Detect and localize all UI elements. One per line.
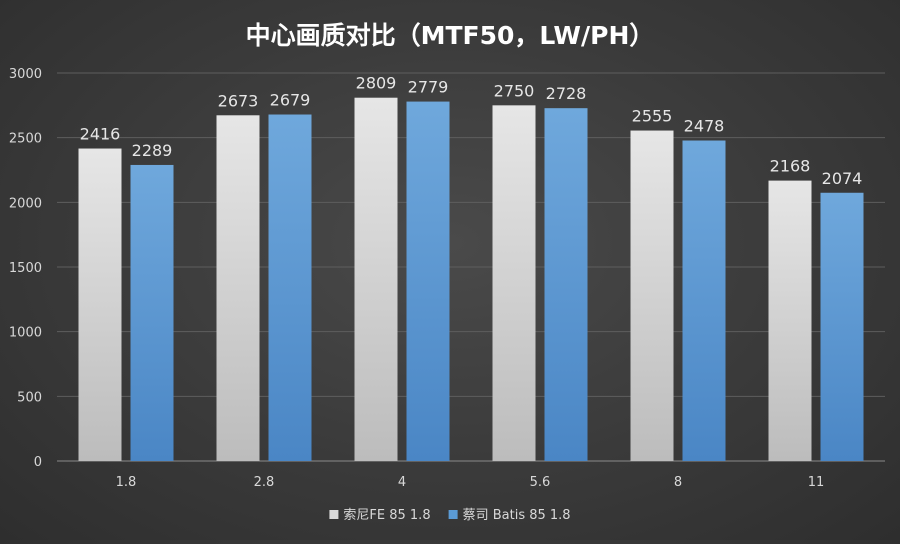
data-label: 2168 <box>770 157 811 176</box>
legend: 索尼FE 85 1.8 蔡司 Batis 85 1.8 <box>329 508 571 523</box>
data-label: 2478 <box>684 117 725 136</box>
y-tick-label: 0 <box>34 455 42 470</box>
bar-sony <box>216 115 260 462</box>
y-tick-label: 2000 <box>9 196 42 211</box>
bar-zeiss <box>130 164 174 461</box>
data-label: 2416 <box>80 125 121 144</box>
y-tick-label: 3000 <box>9 67 42 82</box>
data-label: 2555 <box>632 107 673 126</box>
bar-zeiss <box>268 114 312 462</box>
y-tick-label: 1000 <box>9 326 42 341</box>
y-tick-label: 2500 <box>9 132 42 147</box>
legend-label: 索尼FE 85 1.8 <box>343 508 430 523</box>
legend-label: 蔡司 Batis 85 1.8 <box>463 508 571 523</box>
y-tick-label: 1500 <box>9 261 42 276</box>
data-label: 2679 <box>270 91 311 110</box>
data-labels: 2416 2289 2673 2679 2809 2779 2750 2728 2555 2478… <box>80 74 863 188</box>
bar-sony <box>768 180 812 461</box>
x-tick-label: 11 <box>808 475 825 490</box>
x-tick-label: 2.8 <box>254 475 275 490</box>
x-tick-label: 1.8 <box>116 475 137 490</box>
chart-title: 中心画质对比（MTF50，LW/PH） <box>246 21 655 50</box>
bar-sony <box>630 130 674 461</box>
gridlines <box>57 72 885 462</box>
bar-zeiss <box>682 140 726 461</box>
bar-sony <box>354 97 398 461</box>
data-label: 2809 <box>356 74 397 93</box>
bar-zeiss <box>406 101 450 461</box>
bar-sony <box>78 148 122 461</box>
data-label: 2074 <box>822 169 863 188</box>
x-tick-label: 8 <box>674 475 682 490</box>
legend-item: 索尼FE 85 1.8 <box>329 508 431 523</box>
x-axis-ticks: 1.8 2.8 4 5.6 8 11 <box>116 475 825 490</box>
data-label: 2289 <box>132 141 173 160</box>
y-axis-ticks: 0 500 1000 1500 2000 2500 3000 <box>9 67 42 470</box>
y-tick-label: 500 <box>17 390 42 405</box>
bars <box>78 97 864 462</box>
bar-sony <box>492 105 536 461</box>
x-tick-label: 4 <box>398 475 406 490</box>
data-label: 2750 <box>494 81 535 100</box>
data-label: 2728 <box>546 84 587 103</box>
legend-item: 蔡司 Batis 85 1.8 <box>448 508 571 523</box>
legend-swatch <box>448 510 458 519</box>
x-tick-label: 5.6 <box>530 475 551 490</box>
data-label: 2779 <box>408 78 449 97</box>
data-label: 2673 <box>218 91 259 110</box>
legend-swatch <box>329 510 339 519</box>
bar-zeiss <box>544 108 588 462</box>
bar-zeiss <box>820 192 864 461</box>
